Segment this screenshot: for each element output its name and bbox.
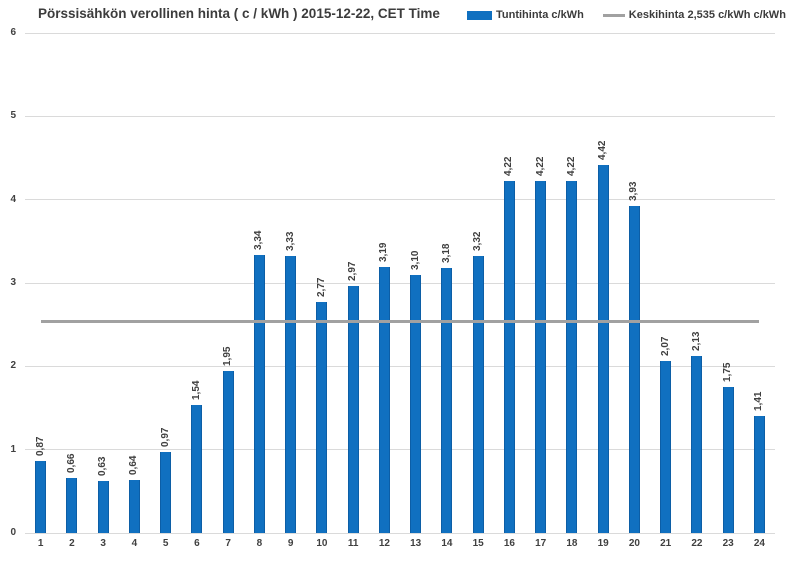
bar-value-label: 4,22 <box>534 156 546 177</box>
bar-value-label: 4,22 <box>503 156 515 177</box>
bar-value-label: 3,18 <box>440 243 452 263</box>
bar <box>660 360 672 533</box>
line-series-swatch-icon <box>602 13 625 17</box>
bar-value-label: 3,10 <box>409 250 421 270</box>
gridline <box>25 532 775 534</box>
gridline <box>25 32 775 34</box>
x-tick-label: 14 <box>441 538 453 549</box>
y-tick-label: 5 <box>10 110 16 122</box>
y-tick-label: 2 <box>10 360 16 372</box>
chart-title: Pörssisähkön verollinen hinta ( c / kWh … <box>38 6 440 21</box>
bar <box>97 480 109 533</box>
bar <box>441 268 453 533</box>
x-tick-label: 3 <box>100 538 106 549</box>
average-line <box>40 320 760 324</box>
bar-value-label: 3,32 <box>472 231 484 252</box>
bar <box>35 460 47 533</box>
x-tick-label: 18 <box>566 538 578 549</box>
y-tick-label: 6 <box>10 27 16 38</box>
gridline <box>25 199 775 201</box>
bar-value-label: 1,41 <box>753 391 765 411</box>
bar-value-label: 3,33 <box>284 231 296 251</box>
x-tick-label: 22 <box>691 538 703 549</box>
x-tick-label: 1 <box>37 538 44 549</box>
bar <box>128 479 140 533</box>
y-tick-label: 0 <box>10 527 16 538</box>
legend-item-average-price: Keskihinta 2,535 c/kWh c/kWh <box>602 9 786 21</box>
bar-value-label: 3,34 <box>253 230 265 250</box>
bar-value-label: 4,42 <box>597 140 609 160</box>
bar-value-label: 0,66 <box>65 453 77 473</box>
bar <box>628 205 640 533</box>
bar-value-label: 2,07 <box>659 336 671 356</box>
legend-item-hourly-price: Tuntihinta c/kWh <box>467 9 584 21</box>
x-tick-label: 19 <box>597 538 609 549</box>
bar <box>410 274 422 533</box>
gridline <box>25 365 775 367</box>
bar <box>597 164 609 533</box>
x-tick-label: 8 <box>256 538 263 549</box>
x-tick-label: 16 <box>503 538 515 549</box>
bar <box>722 387 734 533</box>
bar <box>316 302 328 533</box>
bar <box>191 404 203 533</box>
x-tick-label: 7 <box>225 538 231 549</box>
bar <box>503 181 515 533</box>
bar <box>222 370 234 533</box>
bar-value-label: 0,64 <box>128 455 140 475</box>
bar-value-label: 1,75 <box>722 362 734 383</box>
x-tick-label: 13 <box>410 538 422 549</box>
bar-value-label: 2,77 <box>315 277 327 298</box>
bar <box>753 415 765 533</box>
x-tick-label: 5 <box>162 538 169 549</box>
x-tick-label: 21 <box>660 538 672 549</box>
bar <box>66 478 78 533</box>
bar-value-label: 0,63 <box>97 456 109 476</box>
bar-value-label: 1,95 <box>222 346 234 366</box>
y-tick-label: 4 <box>10 193 16 205</box>
y-tick-label: 1 <box>10 443 16 455</box>
bar-series-swatch-icon <box>467 10 492 20</box>
x-tick-label: 6 <box>194 538 200 549</box>
x-tick-label: 23 <box>722 538 734 549</box>
legend-label-hourly-price: Tuntihinta c/kWh <box>496 9 584 21</box>
x-tick-label: 9 <box>287 538 294 549</box>
gridline <box>25 115 775 117</box>
y-tick-label: 3 <box>10 277 16 288</box>
bar-value-label: 4,22 <box>565 156 577 177</box>
gridline <box>25 282 775 284</box>
bar-value-label: 0,97 <box>159 427 171 448</box>
x-tick-label: 11 <box>347 538 359 549</box>
x-tick-label: 15 <box>472 538 484 549</box>
bar <box>472 256 484 533</box>
x-tick-label: 12 <box>378 538 390 549</box>
bar <box>347 285 359 533</box>
x-tick-label: 2 <box>69 538 75 549</box>
bar-value-label: 3,19 <box>378 242 390 263</box>
x-tick-label: 4 <box>131 538 138 549</box>
bar-value-label: 0,87 <box>34 436 46 456</box>
bar-value-label: 2,97 <box>347 261 359 281</box>
bar-value-label: 1,54 <box>190 380 202 400</box>
bar <box>691 355 703 533</box>
x-tick-label: 20 <box>628 538 640 549</box>
x-tick-label: 10 <box>316 538 328 549</box>
legend: Tuntihinta c/kWh Keskihinta 2,535 c/kWh … <box>467 9 786 21</box>
bar <box>566 181 578 533</box>
bar <box>285 255 297 533</box>
bar-value-label: 3,93 <box>628 181 640 201</box>
bar-value-label: 2,13 <box>690 331 702 351</box>
bar <box>160 452 172 533</box>
x-tick-label: 17 <box>535 538 547 549</box>
x-tick-label: 24 <box>753 538 765 549</box>
bar <box>535 181 547 533</box>
bar <box>378 267 390 533</box>
legend-label-average-price: Keskihinta 2,535 c/kWh c/kWh <box>628 9 786 21</box>
bar <box>253 254 265 533</box>
gridline <box>25 449 775 451</box>
